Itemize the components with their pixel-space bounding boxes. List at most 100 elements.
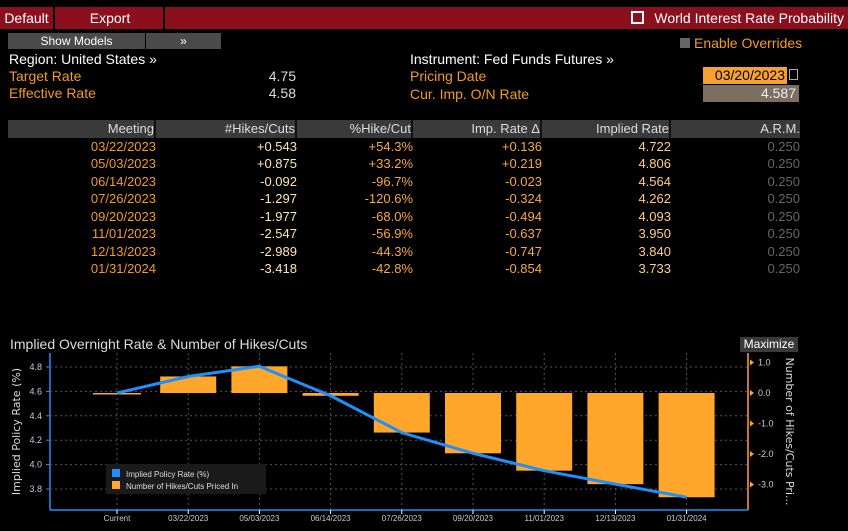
pricing-date-label: Pricing Date [410,68,487,84]
pct-hike-cut-cell: -120.6% [364,191,413,206]
maximize-button[interactable]: Maximize [740,337,798,352]
effective-rate-label: Effective Rate [9,85,96,101]
hikes-cuts-bar [587,393,644,485]
y2-tick [750,481,754,488]
implied-rate-cell: 3.840 [638,243,671,259]
meeting-date-cell: 05/03/2023 [90,156,156,171]
implied-rate-cell: 4.806 [638,156,671,171]
table-row[interactable]: 06/14/2023 -0.092 -96.7% -0.023 4.564 0.250 [8,173,800,191]
chart-title: Implied Overnight Rate & Number of Hikes… [10,336,308,352]
title-text: World Interest Rate Probability [654,10,844,26]
imp-rate-delta-cell: -0.023 [505,173,542,189]
legend-swatch [112,469,120,477]
export-button[interactable]: Export [57,7,165,29]
table-row[interactable]: 12/13/2023 -2.989 -44.3% -0.747 3.840 0.250 [8,243,800,261]
pct-hike-cut-cell: +33.2% [368,156,413,171]
y2-axis-label: Number of Hikes/Cuts Pri... [783,358,796,506]
header-meeting[interactable]: Meeting [8,120,156,138]
instrument-selector[interactable]: Instrument: Fed Funds Futures » [410,51,614,67]
checkbox-icon[interactable] [680,38,690,48]
imp-rate-delta-cell: -0.854 [505,261,542,276]
x-tick-label: 09/20/2023 [453,514,494,523]
external-link-icon[interactable] [631,11,645,24]
x-tick-label: 05/03/2023 [239,514,280,523]
legend-background [106,464,266,494]
pct-hike-cut-cell: -42.8% [371,261,413,276]
implied-rate-cell: 4.093 [638,208,671,224]
pct-hike-cut-cell: -44.3% [371,243,413,259]
pct-hike-cut-cell: -96.7% [371,173,413,189]
default-button[interactable]: Default [0,7,55,29]
header-imp-rate-delta[interactable]: Imp. Rate Δ [415,120,542,138]
table-row[interactable]: 05/03/2023 +0.875 +33.2% +0.219 4.806 0.250 [8,155,800,173]
y2-tick-label: -3.0 [758,480,774,490]
table-row[interactable]: 11/01/2023 -2.547 -56.9% -0.637 3.950 0.250 [8,225,800,243]
y2-tick-label: -2.0 [758,449,774,459]
hikes-cuts-cell: +0.543 [256,138,297,154]
table-row[interactable]: 07/26/2023 -1.297 -120.6% -0.324 4.262 0.250 [8,190,800,208]
x-tick-label: Current [104,514,131,523]
table-row[interactable]: 03/22/2023 +0.543 +54.3% +0.136 4.722 0.250 [8,138,800,156]
y-tick-label: 4.4 [29,411,42,421]
y2-tick-label: -1.0 [758,419,774,429]
chart-legend: Implied Policy Rate (%) Number of Hikes/C… [106,464,266,494]
calendar-icon[interactable] [789,69,798,80]
meeting-date-cell: 11/01/2023 [91,226,156,241]
arm-cell: 0.250 [767,261,800,276]
meeting-date-cell: 07/26/2023 [90,191,156,206]
region-selector[interactable]: Region: United States » [9,51,157,67]
cur-imp-rate-input[interactable]: 4.587 [703,85,799,102]
arm-cell: 0.250 [767,138,800,154]
y2-tick [750,359,754,366]
y2-tick [750,451,754,457]
enable-overrides-label: Enable Overrides [694,35,803,51]
hikes-cuts-bar [231,366,288,393]
enable-overrides-checkbox[interactable]: Enable Overrides [680,35,802,51]
show-models-button[interactable]: Show Models [8,33,145,49]
arm-cell: 0.250 [767,173,800,189]
arm-cell: 0.250 [767,156,800,171]
x-tick-label: 07/26/2023 [382,514,423,523]
imp-rate-delta-cell: +0.219 [501,156,542,171]
meeting-date-cell: 01/31/2024 [90,261,156,276]
target-rate-value: 4.75 [268,68,296,84]
arm-cell: 0.250 [767,191,800,206]
meeting-date-cell: 03/22/2023 [90,138,156,154]
hikes-cuts-bar [445,393,501,454]
table-row[interactable]: 09/20/2023 -1.977 -68.0% -0.494 4.093 0.250 [8,208,800,226]
effective-rate-value: 4.58 [268,85,296,101]
implied-rate-line [116,364,687,499]
y2-tick-label: 0.0 [758,388,771,398]
hikes-cuts-cell: +0.875 [256,156,297,171]
window-title: World Interest Rate Probability [631,7,844,29]
imp-rate-delta-cell: -0.747 [505,243,542,259]
imp-rate-delta-cell: -0.637 [505,226,542,241]
legend-swatch [112,481,120,489]
implied-rate-cell: 3.733 [638,261,671,276]
hikes-cuts-bar [658,393,715,498]
y-tick-label: 4.8 [29,362,42,372]
x-tick-label: 06/14/2023 [311,514,352,523]
arm-cell: 0.250 [767,226,800,241]
implied-rate-cell: 4.722 [638,138,671,154]
hikes-cuts-bar [93,393,141,395]
arm-cell: 0.250 [767,243,800,259]
header-arm[interactable]: A.R.M. [760,121,800,136]
implied-rate-cell: 4.564 [638,173,671,189]
table-header: Meeting #Hikes/Cuts %Hike/Cut Imp. Rate … [8,120,800,138]
x-tick-label: 11/01/2023 [524,514,564,523]
header-implied-rate[interactable]: Implied Rate [544,120,671,138]
imp-rate-delta-cell: -0.494 [505,208,542,224]
hikes-cuts-bar [160,376,217,393]
y-axis-label: Implied Policy Rate (%) [10,368,23,495]
header-hikes-cuts[interactable]: #Hikes/Cuts [158,120,297,138]
target-rate-label: Target Rate [9,68,82,84]
meetings-table: Meeting #Hikes/Cuts %Hike/Cut Imp. Rate … [8,120,800,278]
pct-hike-cut-cell: +54.3% [368,138,413,154]
expand-button[interactable]: » [146,33,221,49]
pricing-date-input[interactable]: 03/20/2023 [703,67,787,84]
hikes-cuts-cell: -0.092 [260,173,297,189]
pct-hike-cut-cell: -56.9% [371,226,413,241]
header-pct-hike-cut[interactable]: %Hike/Cut [299,120,413,138]
table-row[interactable]: 01/31/2024 -3.418 -42.8% -0.854 3.733 0.250 [8,260,800,278]
